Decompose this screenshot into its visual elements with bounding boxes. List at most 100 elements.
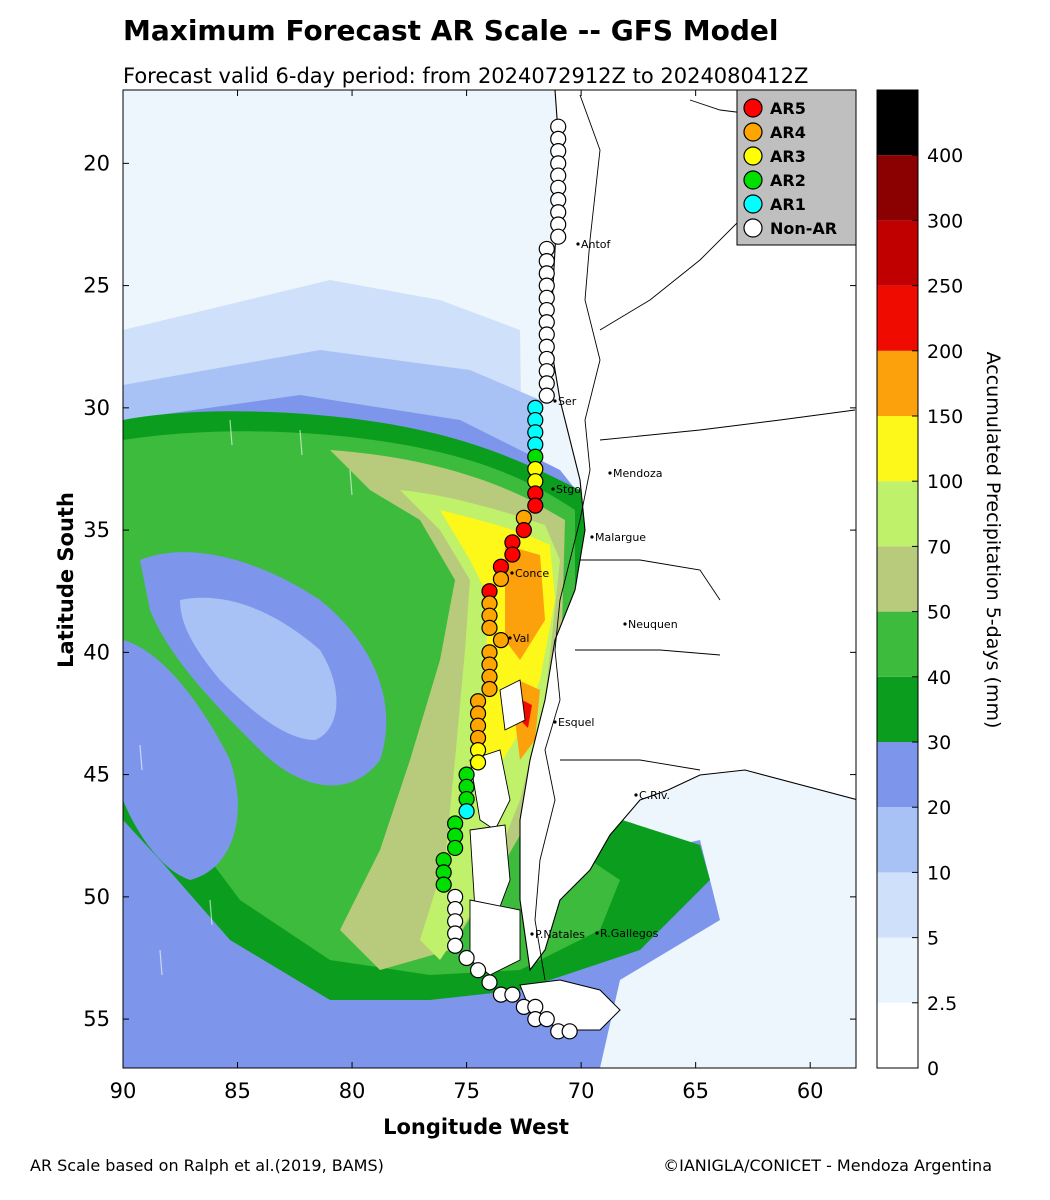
city-label: R.Gallegos bbox=[600, 927, 659, 940]
city-label: P.Natales bbox=[535, 928, 585, 941]
x-tick-label: 70 bbox=[568, 1079, 595, 1103]
colorbar-segment bbox=[877, 742, 918, 808]
ar-scale-points bbox=[435, 118, 578, 1040]
ar-point-non-ar bbox=[469, 962, 487, 979]
legend-marker bbox=[743, 170, 763, 190]
x-axis-label: Longitude West bbox=[383, 1115, 569, 1139]
city-labels: Antof Ser Mendoza Stgo Malargue Conce Neuquen V… bbox=[508, 238, 678, 941]
y-tick-label: 35 bbox=[83, 518, 110, 542]
x-tick-label: 80 bbox=[339, 1079, 366, 1103]
city-label: Mendoza bbox=[613, 467, 662, 480]
colorbar-tick-label: 50 bbox=[927, 602, 951, 624]
ar-point-ar4 bbox=[481, 619, 498, 637]
plot-frame bbox=[122, 89, 857, 1069]
legend-label: AR1 bbox=[770, 195, 806, 214]
ar-point-ar2 bbox=[447, 839, 464, 857]
city-marker bbox=[608, 471, 612, 475]
map-title: Maximum Forecast AR Scale -- GFS Model bbox=[123, 14, 779, 47]
city-label: Stgo bbox=[556, 483, 581, 496]
colorbar-segment bbox=[877, 937, 918, 1003]
legend-marker bbox=[743, 194, 763, 214]
city-label: Esquel bbox=[558, 716, 594, 729]
ar-point-ar3 bbox=[469, 754, 487, 771]
colorbar-tick-label: 200 bbox=[927, 341, 963, 363]
ar-point-non-ar bbox=[481, 974, 498, 991]
city-label: Conce bbox=[515, 567, 549, 580]
land-outlines bbox=[469, 90, 856, 1031]
ar-point-ar4 bbox=[481, 680, 498, 698]
colorbar-segment bbox=[877, 90, 918, 156]
legend-label: AR2 bbox=[770, 171, 806, 190]
colorbar-tick-label: 70 bbox=[927, 536, 951, 558]
city-marker bbox=[623, 622, 627, 626]
colorbar-segment bbox=[877, 220, 918, 286]
ar-point-non-ar bbox=[458, 949, 475, 967]
legend-label: AR3 bbox=[770, 147, 806, 166]
y-tick-label: 55 bbox=[83, 1007, 110, 1031]
y-tick-label: 25 bbox=[83, 274, 110, 298]
colorbar-segment bbox=[877, 155, 918, 221]
colorbar-segment bbox=[877, 611, 918, 677]
city-marker bbox=[590, 535, 594, 539]
legend-label: AR5 bbox=[770, 99, 806, 118]
city-label: Neuquen bbox=[628, 618, 678, 631]
colorbar-tick-label: 300 bbox=[927, 210, 963, 232]
footer-credit: AR Scale based on Ralph et al.(2019, BAM… bbox=[30, 1156, 384, 1175]
city-marker bbox=[595, 931, 599, 935]
x-axis-ticks: 90 85 80 75 70 65 60 bbox=[110, 90, 824, 1103]
x-tick-label: 90 bbox=[110, 1079, 137, 1103]
ar-point-non-ar bbox=[447, 937, 464, 954]
city-marker bbox=[551, 487, 555, 491]
colorbar-segment bbox=[877, 1002, 918, 1068]
city-marker bbox=[510, 571, 514, 575]
x-tick-label: 85 bbox=[224, 1079, 251, 1103]
ar-point-ar5 bbox=[515, 521, 532, 539]
colorbar-tick-label: 150 bbox=[927, 406, 963, 428]
legend-label: AR4 bbox=[770, 123, 806, 142]
legend-label: Non-AR bbox=[770, 219, 837, 238]
colorbar-segment bbox=[877, 676, 918, 742]
y-tick-label: 50 bbox=[83, 885, 110, 909]
legend-marker bbox=[743, 122, 763, 142]
x-tick-label: 75 bbox=[453, 1079, 480, 1103]
colorbar-frame bbox=[876, 89, 919, 1069]
ar-point-ar5 bbox=[504, 546, 521, 563]
y-tick-label: 20 bbox=[83, 151, 110, 175]
ar-point-ar4 bbox=[492, 570, 510, 588]
city-label: C.Riv. bbox=[639, 789, 670, 802]
y-tick-label: 40 bbox=[83, 640, 110, 664]
city-marker bbox=[553, 399, 557, 403]
city-label: Ser bbox=[558, 395, 577, 408]
ar-point-ar2 bbox=[435, 876, 452, 893]
colorbar-tick-label: 30 bbox=[927, 732, 951, 754]
legend: AR5 AR4 AR3 AR2 AR1 Non-AR bbox=[736, 89, 857, 246]
city-marker bbox=[634, 793, 638, 797]
colorbar-tick-label: 250 bbox=[927, 276, 963, 298]
ar-point-non-ar bbox=[550, 228, 567, 245]
colorbar-segment bbox=[877, 546, 918, 612]
city-marker bbox=[508, 636, 512, 640]
x-tick-label: 60 bbox=[797, 1079, 824, 1103]
colorbar-label: Accumulated Precipitation 5-days (mm) bbox=[982, 351, 1004, 729]
city-marker bbox=[553, 720, 557, 724]
colorbar-tick-label: 40 bbox=[927, 667, 951, 689]
map-subtitle: Forecast valid 6-day period: from 202407… bbox=[123, 64, 809, 88]
y-axis-label: Latitude South bbox=[54, 492, 78, 668]
colorbar-segment bbox=[877, 350, 918, 416]
colorbar-tick-label: 5 bbox=[927, 928, 939, 950]
city-label: Antof bbox=[581, 238, 612, 251]
colorbar-segment bbox=[877, 872, 918, 938]
footer-copyright: ©IANIGLA/CONICET - Mendoza Argentina bbox=[663, 1156, 992, 1175]
ar-point-non-ar bbox=[538, 387, 555, 404]
colorbar-tick-label: 10 bbox=[927, 862, 951, 884]
ar-point-non-ar bbox=[504, 986, 521, 1003]
colorbar-tick-label: 0 bbox=[927, 1058, 939, 1080]
colorbar-tick-label: 20 bbox=[927, 797, 951, 819]
legend-marker bbox=[743, 218, 763, 238]
colorbar-segment bbox=[877, 481, 918, 547]
city-label: Malargue bbox=[595, 531, 646, 544]
city-label: Val bbox=[513, 632, 529, 645]
city-marker bbox=[530, 932, 534, 936]
ar-point-non-ar bbox=[538, 1010, 555, 1028]
